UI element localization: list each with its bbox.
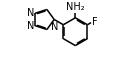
Text: NH₂: NH₂	[66, 2, 85, 12]
Text: N: N	[27, 21, 34, 31]
Text: F: F	[92, 17, 97, 27]
Text: N: N	[27, 8, 34, 18]
Text: N: N	[51, 22, 58, 32]
